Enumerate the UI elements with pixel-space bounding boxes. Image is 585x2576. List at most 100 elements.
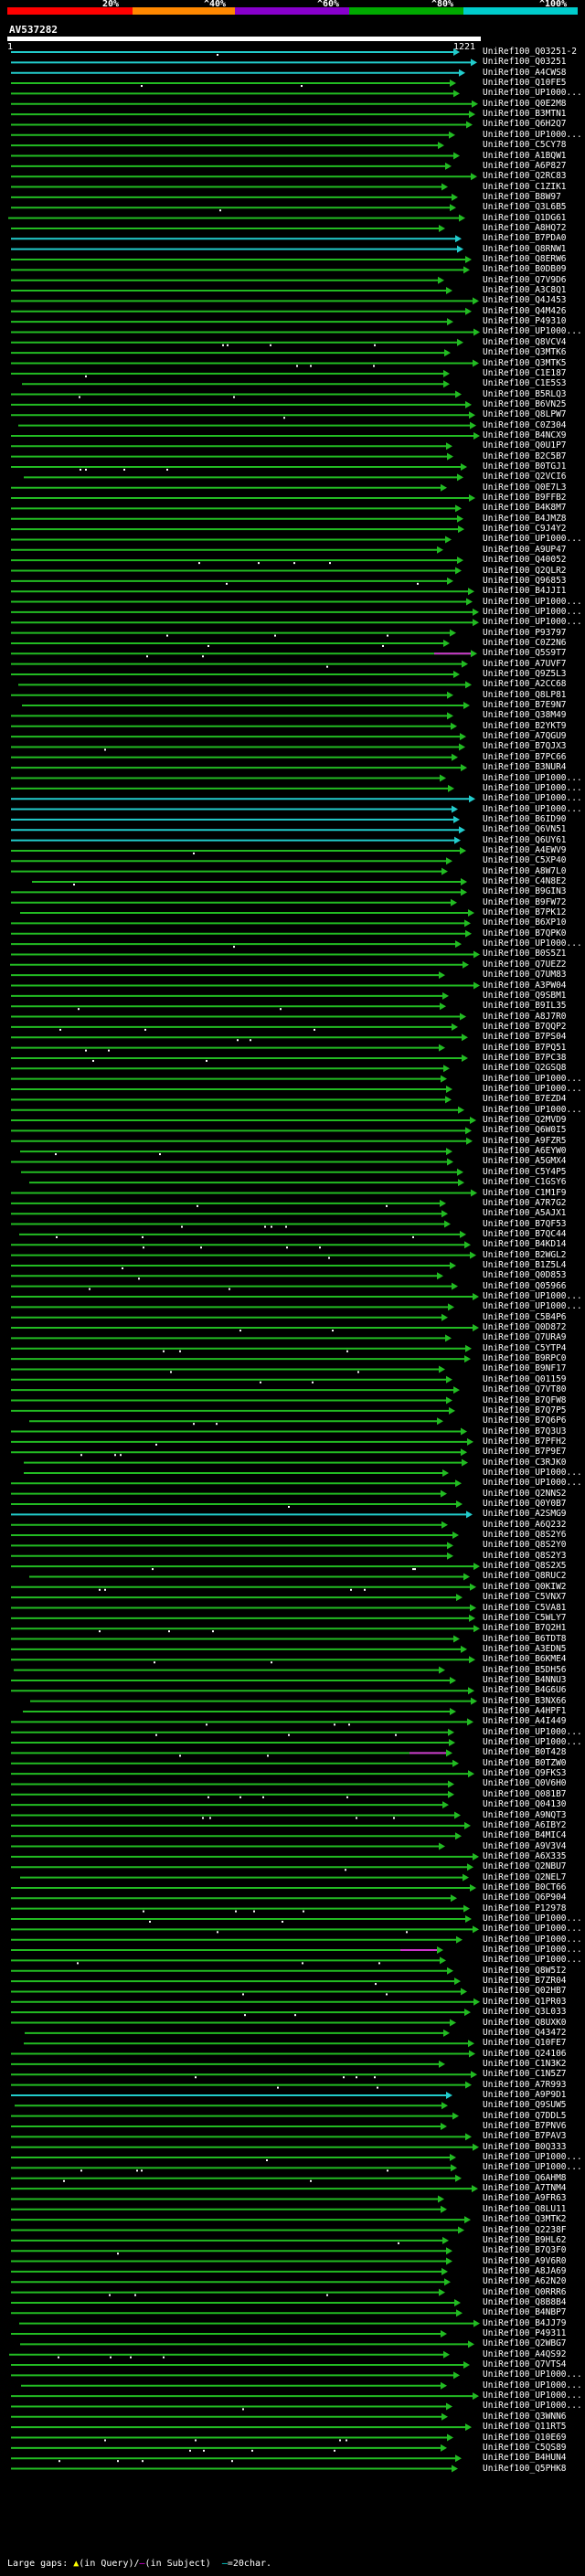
hit-label[interactable]: UniRef100_B0CT66 [483, 1882, 567, 1892]
hit-label[interactable]: UniRef100_UP1000... [483, 1945, 582, 1956]
hit-label[interactable]: UniRef100_Q8B8B4 [483, 2296, 567, 2307]
hit-label[interactable]: UniRef100_UP1000... [483, 88, 582, 99]
hit-label[interactable]: UniRef100_B3MTN1 [483, 109, 567, 120]
hit-label[interactable]: UniRef100_UP1000... [483, 1084, 582, 1094]
hit-label[interactable]: UniRef100_C0Z304 [483, 419, 567, 430]
hit-label[interactable]: UniRef100_B0DB09 [483, 264, 567, 275]
hit-label[interactable]: UniRef100_B7QC44 [483, 1228, 567, 1239]
hit-label[interactable]: UniRef100_A9P9D1 [483, 2089, 567, 2100]
hit-label[interactable]: UniRef100_UP1000... [483, 326, 582, 337]
hit-label[interactable]: UniRef100_Q40052 [483, 555, 567, 566]
hit-label[interactable]: UniRef100_B6KME4 [483, 1654, 567, 1665]
hit-label[interactable]: UniRef100_Q7VT80 [483, 1384, 567, 1395]
hit-label[interactable]: UniRef100_C3RJK0 [483, 1457, 567, 1468]
hit-label[interactable]: UniRef100_Q3L033 [483, 2007, 567, 2018]
hit-label[interactable]: UniRef100_UP1000... [483, 596, 582, 607]
hit-label[interactable]: UniRef100_Q0RRR6 [483, 2286, 567, 2297]
hit-label[interactable]: UniRef100_B7QJX3 [483, 741, 567, 752]
hit-label[interactable]: UniRef100_B4NNU3 [483, 1674, 567, 1685]
hit-label[interactable]: UniRef100_B7E9N7 [483, 700, 567, 711]
hit-label[interactable]: UniRef100_B3NUR4 [483, 762, 567, 773]
hit-label[interactable]: UniRef100_Q8W5I2 [483, 1965, 567, 1976]
hit-label[interactable]: UniRef100_Q6W0I5 [483, 1125, 567, 1136]
hit-label[interactable]: UniRef100_B2C5B7 [483, 451, 567, 461]
hit-label[interactable]: UniRef100_A7TNM4 [483, 2183, 567, 2194]
hit-label[interactable]: UniRef100_B7Q7P5 [483, 1405, 567, 1415]
hit-label[interactable]: UniRef100_B7PQ51 [483, 1042, 567, 1053]
hit-label[interactable]: UniRef100_A7UVF7 [483, 658, 567, 669]
hit-label[interactable]: UniRef100_UP1000... [483, 2401, 582, 2412]
hit-label[interactable]: UniRef100_B7Q3F0 [483, 2245, 567, 2256]
hit-label[interactable]: UniRef100_B7PDA0 [483, 233, 567, 244]
hit-label[interactable]: UniRef100_A5GMX4 [483, 1156, 567, 1167]
hit-label[interactable]: UniRef100_C4N8E2 [483, 876, 567, 886]
hit-label[interactable]: UniRef100_A8W7L0 [483, 865, 567, 876]
hit-label[interactable]: UniRef100_B4HUN4 [483, 2453, 567, 2464]
hit-label[interactable]: UniRef100_B4JJ79 [483, 2317, 567, 2328]
hit-label[interactable]: UniRef100_Q8S2Y6 [483, 1530, 567, 1541]
hit-label[interactable]: UniRef100_B4K8M7 [483, 503, 567, 514]
hit-label[interactable]: UniRef100_Q01159 [483, 1373, 567, 1384]
hit-label[interactable]: UniRef100_Q2WBG7 [483, 2338, 567, 2349]
hit-label[interactable]: UniRef100_Q8ERW6 [483, 254, 567, 264]
hit-label[interactable]: UniRef100_Q8RNW1 [483, 243, 567, 254]
hit-label[interactable]: UniRef100_Q3MTK2 [483, 2214, 567, 2225]
hit-label[interactable]: UniRef100_Q2GSQ8 [483, 1063, 567, 1074]
hit-label[interactable]: UniRef100_Q8S2Y3 [483, 1550, 567, 1561]
hit-label[interactable]: UniRef100_A6EYW0 [483, 1146, 567, 1157]
hit-label[interactable]: UniRef100_UP1000... [483, 803, 582, 814]
hit-label[interactable]: UniRef100_Q03251 [483, 57, 567, 68]
hit-label[interactable]: UniRef100_Q0KIW2 [483, 1581, 567, 1592]
hit-label[interactable]: UniRef100_C5XP40 [483, 855, 567, 866]
hit-label[interactable]: UniRef100_B5DH56 [483, 1664, 567, 1675]
hit-label[interactable]: UniRef100_UP1000... [483, 793, 582, 804]
hit-label[interactable]: UniRef100_B0S5Z1 [483, 949, 567, 959]
hit-label[interactable]: UniRef100_Q0E7L3 [483, 482, 567, 493]
hit-label[interactable]: UniRef100_UP1000... [483, 1955, 582, 1966]
hit-label[interactable]: UniRef100_B0T428 [483, 1747, 567, 1758]
hit-label[interactable]: UniRef100_C1N3K2 [483, 2058, 567, 2069]
hit-label[interactable]: UniRef100_B1Z5L4 [483, 1259, 567, 1270]
hit-label[interactable]: UniRef100_UP1000... [483, 617, 582, 628]
hit-label[interactable]: UniRef100_UP1000... [483, 534, 582, 545]
hit-label[interactable]: UniRef100_C1N5Z7 [483, 2069, 567, 2080]
hit-label[interactable]: UniRef100_Q38M49 [483, 710, 567, 721]
hit-label[interactable]: UniRef100_Q7V9D6 [483, 274, 567, 285]
hit-label[interactable]: UniRef100_A4QS92 [483, 2348, 567, 2359]
hit-label[interactable]: UniRef100_B4KD14 [483, 1239, 567, 1250]
hit-label[interactable]: UniRef100_A5AJX1 [483, 1208, 567, 1219]
hit-label[interactable]: UniRef100_Q02HB7 [483, 1986, 567, 1997]
hit-label[interactable]: UniRef100_Q9SBM1 [483, 990, 567, 1001]
hit-label[interactable]: UniRef100_UP1000... [483, 1924, 582, 1935]
hit-label[interactable]: UniRef100_UP1000... [483, 938, 582, 949]
hit-label[interactable]: UniRef100_B4MIC4 [483, 1830, 567, 1841]
hit-label[interactable]: UniRef100_P12978 [483, 1903, 567, 1913]
hit-label[interactable]: UniRef100_Q04130 [483, 1799, 567, 1810]
hit-label[interactable]: UniRef100_A6X335 [483, 1850, 567, 1861]
hit-label[interactable]: UniRef100_C5Y4P5 [483, 1166, 567, 1177]
hit-label[interactable]: UniRef100_Q11RT5 [483, 2422, 567, 2433]
hit-label[interactable]: UniRef100_B7QQP2 [483, 1021, 567, 1032]
hit-label[interactable]: UniRef100_UP1000... [483, 1726, 582, 1737]
hit-label[interactable]: UniRef100_Q1PR03 [483, 1996, 567, 2007]
hit-label[interactable]: UniRef100_B9RPC0 [483, 1353, 567, 1364]
hit-label[interactable]: UniRef100_Q3MTK6 [483, 347, 567, 358]
hit-label[interactable]: UniRef100_UP1000... [483, 782, 582, 793]
hit-label[interactable]: UniRef100_Q2VCI6 [483, 472, 567, 482]
hit-label[interactable]: UniRef100_Q7URA9 [483, 1332, 567, 1343]
hit-label[interactable]: UniRef100_B5RLQ3 [483, 388, 567, 399]
hit-label[interactable]: UniRef100_B8W97 [483, 191, 561, 202]
hit-label[interactable]: UniRef100_Q5S9T7 [483, 648, 567, 659]
hit-label[interactable]: UniRef100_Q2QLR2 [483, 565, 567, 576]
hit-label[interactable]: UniRef100_Q10FE7 [483, 2038, 567, 2049]
hit-label[interactable]: UniRef100_A4CWS8 [483, 67, 567, 78]
hit-label[interactable]: UniRef100_P49310 [483, 316, 567, 327]
hit-label[interactable]: UniRef100_A3PW04 [483, 980, 567, 991]
hit-label[interactable]: UniRef100_A4HPF1 [483, 1706, 567, 1716]
hit-label[interactable]: UniRef100_B4JMZ8 [483, 513, 567, 524]
hit-label[interactable]: UniRef100_Q6AHM8 [483, 2172, 567, 2183]
hit-label[interactable]: UniRef100_C5VA81 [483, 1602, 567, 1613]
hit-label[interactable]: UniRef100_UP1000... [483, 2152, 582, 2163]
hit-label[interactable]: UniRef100_B7P9E7 [483, 1447, 567, 1458]
hit-label[interactable]: UniRef100_A9FR63 [483, 2193, 567, 2204]
